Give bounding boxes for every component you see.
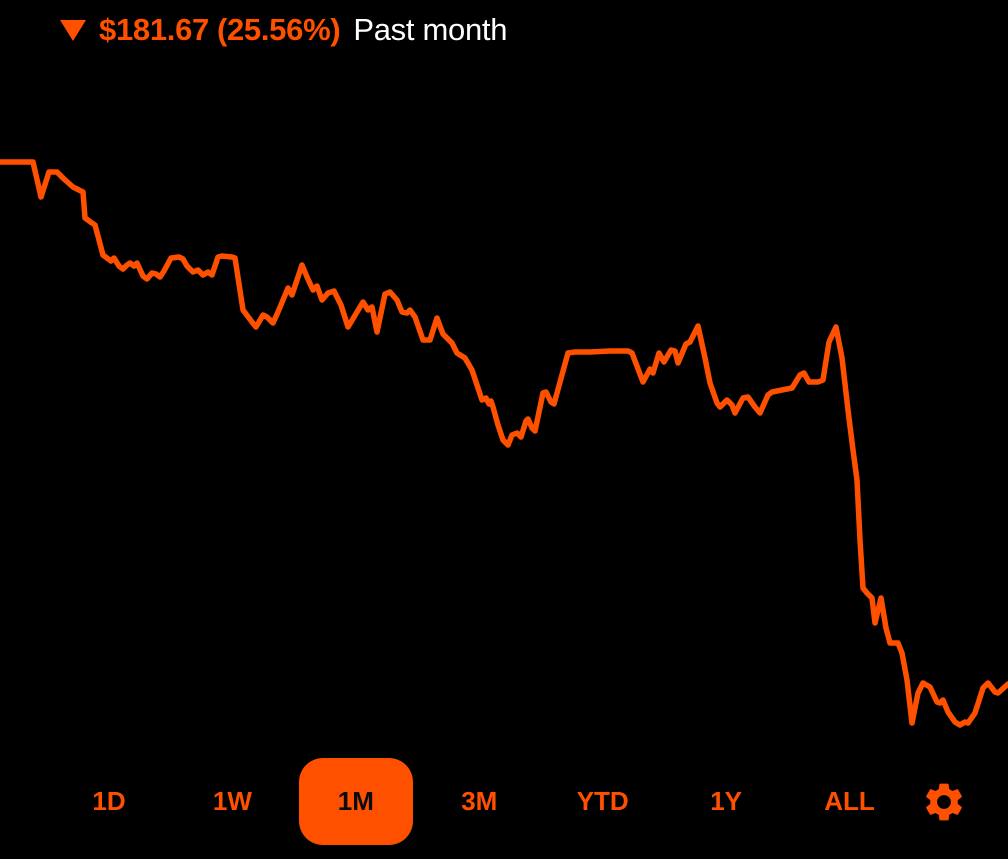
down-triangle-icon: [60, 19, 86, 41]
tab-1w[interactable]: 1W: [175, 758, 289, 845]
gear-icon: [926, 783, 962, 820]
tab-3m[interactable]: 3M: [422, 758, 536, 845]
tab-1d[interactable]: 1D: [52, 758, 166, 845]
tab-ytd[interactable]: YTD: [546, 758, 660, 845]
price-change-header: $181.67 (25.56%) Past month: [60, 8, 507, 52]
tab-all[interactable]: ALL: [793, 758, 907, 845]
time-range-tabbar: 1D 1W 1M 3M YTD 1Y ALL: [0, 758, 1008, 845]
price-change-percent: (25.56%): [216, 12, 341, 47]
price-change-amount: $181.67: [99, 12, 209, 47]
tab-1m[interactable]: 1M: [298, 758, 413, 845]
chart-settings-button[interactable]: [916, 758, 972, 845]
tab-1y[interactable]: 1Y: [669, 758, 783, 845]
period-label: Past month: [353, 12, 508, 47]
price-line: [0, 159, 1008, 728]
